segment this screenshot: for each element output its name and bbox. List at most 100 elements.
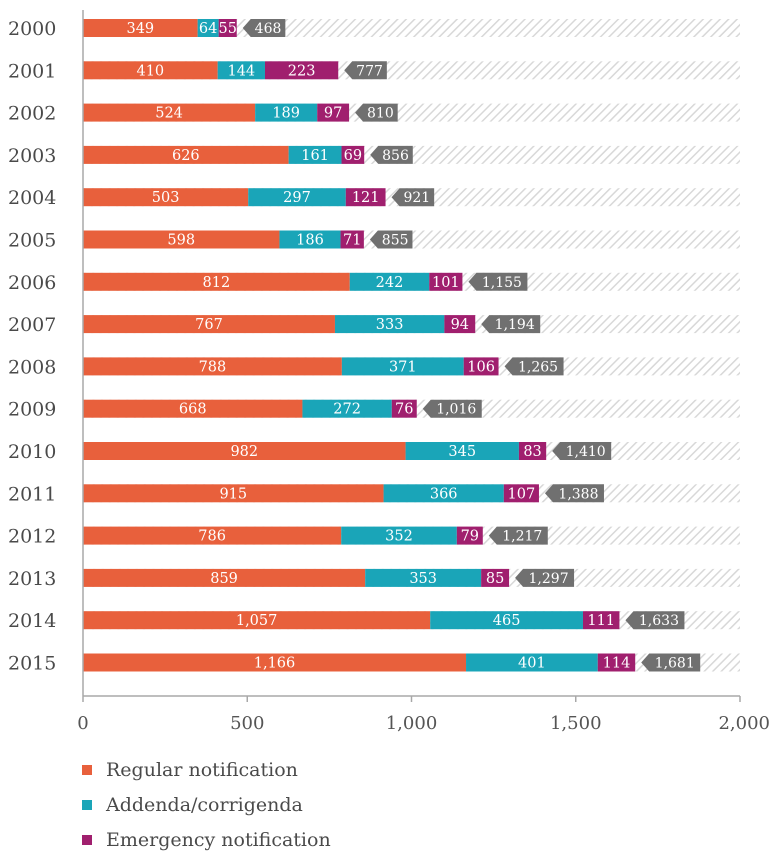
bar-segment-emergency (456, 526, 483, 545)
year-label: 2000 (8, 18, 56, 40)
data-label-addenda: 242 (376, 275, 404, 291)
legend-swatch-regular (82, 764, 92, 775)
bar-segment-regular (83, 399, 303, 418)
data-label-regular: 626 (172, 148, 200, 164)
bar-segment-emergency (503, 484, 539, 503)
legend-item-emergency: Emergency notification (82, 822, 331, 857)
data-label-regular: 812 (203, 275, 231, 291)
x-tick-label: 1,000 (386, 713, 438, 734)
data-label-regular: 767 (195, 317, 223, 333)
data-label-emergency: 107 (508, 486, 536, 502)
bar-segment-addenda (365, 568, 482, 587)
year-label: 2013 (8, 568, 56, 590)
data-label-regular: 503 (152, 190, 180, 206)
legend-swatch-addenda (82, 799, 92, 810)
year-label: 2009 (8, 399, 56, 421)
total-label: 1,217 (502, 529, 542, 545)
x-tick-label: 2,000 (718, 713, 770, 734)
total-label: 921 (403, 190, 430, 206)
total-tag (481, 315, 541, 334)
bar-segment-emergency (317, 103, 350, 122)
bar-segment-regular (83, 484, 384, 503)
data-label-emergency: 101 (432, 275, 460, 291)
total-tag (625, 611, 685, 630)
data-label-regular: 859 (210, 571, 238, 587)
total-tag (468, 272, 528, 291)
data-label-addenda: 333 (376, 317, 404, 333)
bar-segment-regular (83, 19, 198, 37)
data-label-addenda: 465 (493, 613, 521, 629)
total-tag (488, 526, 548, 545)
data-label-addenda: 186 (296, 233, 324, 249)
year-label: 2011 (8, 483, 56, 505)
data-label-emergency: 55 (218, 21, 236, 37)
bar-segment-addenda (334, 315, 445, 334)
total-label: 1,633 (639, 613, 679, 629)
year-label: 2003 (8, 145, 56, 167)
bar-segment-addenda (302, 399, 392, 418)
bar-segment-addenda (430, 611, 583, 630)
data-label-emergency: 69 (344, 148, 362, 164)
total-label: 777 (356, 63, 383, 79)
total-tag (369, 230, 413, 249)
bar-segment-emergency (345, 188, 386, 207)
bar-segment-addenda (288, 145, 342, 164)
data-label-addenda: 161 (301, 148, 329, 164)
total-tag (544, 484, 604, 503)
total-tag (504, 357, 564, 376)
data-label-emergency: 111 (587, 613, 615, 629)
total-tag (515, 568, 575, 587)
bar-segment-addenda (466, 653, 598, 672)
data-label-regular: 1,057 (236, 613, 278, 629)
bar-segment-emergency (463, 357, 499, 376)
data-label-addenda: 64 (199, 21, 217, 37)
bar-segment-addenda (248, 188, 346, 207)
total-label: 1,016 (436, 402, 476, 418)
year-label: 2006 (8, 272, 56, 294)
year-label: 2012 (8, 526, 56, 548)
data-label-regular: 410 (136, 63, 164, 79)
data-label-regular: 524 (155, 106, 183, 122)
bar-segment-regular (83, 272, 350, 291)
x-tick-label: 500 (230, 713, 264, 734)
data-label-emergency: 71 (343, 233, 361, 249)
data-label-addenda: 371 (389, 359, 417, 375)
total-label: 1,297 (529, 571, 569, 587)
data-label-regular: 915 (219, 486, 247, 502)
total-label: 1,155 (482, 275, 522, 291)
bar-segment-emergency (391, 399, 417, 418)
bar-segment-emergency (518, 442, 547, 460)
year-label: 2015 (8, 653, 56, 675)
data-label-emergency: 121 (352, 190, 380, 206)
data-label-addenda: 297 (283, 190, 311, 206)
bar-segment-addenda (197, 19, 219, 37)
legend-item-addenda: Addenda/corrigenda (82, 787, 331, 822)
bar-segment-regular (83, 357, 342, 376)
total-label: 468 (255, 21, 282, 37)
bar-segment-emergency (429, 272, 463, 291)
bar-segment-emergency (218, 19, 237, 37)
legend-item-regular: Regular notification (82, 752, 331, 787)
total-tag (391, 188, 435, 207)
year-label: 2014 (8, 610, 56, 632)
bar-segment-addenda (341, 357, 464, 376)
bar-segment-emergency (264, 61, 339, 80)
data-label-addenda: 352 (385, 529, 413, 545)
legend-swatch-emergency (82, 834, 92, 845)
data-label-addenda: 401 (518, 656, 546, 672)
year-label: 2002 (8, 103, 56, 125)
data-label-emergency: 76 (395, 402, 413, 418)
year-label: 2001 (8, 60, 56, 82)
bar-segment-regular (83, 611, 431, 630)
total-label: 810 (367, 106, 394, 122)
data-label-regular: 1,166 (254, 656, 296, 672)
bar-segment-addenda (217, 61, 265, 80)
total-tag (641, 653, 701, 672)
total-label: 1,410 (566, 444, 606, 460)
data-label-regular: 982 (230, 444, 258, 460)
data-label-regular: 788 (199, 359, 227, 375)
data-label-addenda: 189 (272, 106, 300, 122)
total-label: 1,194 (495, 317, 535, 333)
year-label: 2004 (8, 187, 56, 209)
bar-segment-emergency (340, 230, 364, 249)
